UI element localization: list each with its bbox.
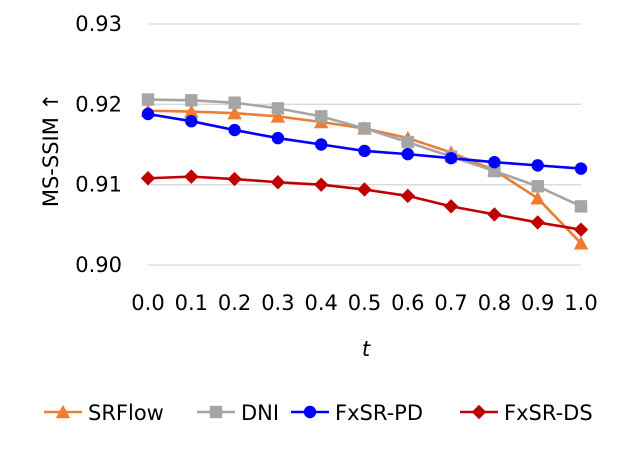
- legend-item-srflow: SRFlow: [44, 401, 164, 425]
- legend-label: DNI: [241, 401, 279, 425]
- data-point-fxsr-pd: [271, 131, 285, 145]
- x-tick-label: 0.4: [304, 291, 337, 315]
- data-point-fxsr-pd: [228, 123, 241, 137]
- x-tick-label: 0.3: [261, 291, 294, 315]
- data-point-fxsr-pd: [401, 147, 414, 161]
- legend: SRFlow DNI FxSR-PD FxSR-DS: [44, 401, 593, 425]
- data-point-fxsr-ds: [400, 188, 415, 204]
- data-point-fxsr-pd: [185, 115, 198, 128]
- x-tick-label: 0.0: [131, 291, 164, 315]
- legend-label: FxSR-DS: [504, 401, 593, 425]
- series: [140, 93, 589, 250]
- x-tick-label: 0.2: [218, 291, 251, 315]
- x-tick-label: 0.5: [348, 291, 381, 315]
- data-point-dni: [185, 94, 198, 107]
- data-point-fxsr-pd: [315, 138, 328, 151]
- data-point-fxsr-pd: [358, 144, 371, 158]
- y-tick-label: 0.91: [75, 173, 122, 197]
- x-tick-label: 0.7: [434, 291, 467, 315]
- legend-label: FxSR-PD: [335, 401, 423, 425]
- data-point-srflow: [530, 191, 545, 205]
- data-point-fxsr-pd: [488, 155, 501, 169]
- legend-marker: [209, 405, 223, 419]
- data-point-srflow: [573, 236, 589, 250]
- x-tick-label: 0.6: [391, 291, 424, 315]
- x-axis-ticks: 0.0 0.1 0.2 0.3 0.4 0.5 0.6 0.7 0.8 0.9 1.0: [131, 291, 597, 315]
- data-point-fxsr-ds: [443, 199, 459, 214]
- data-point-fxsr-ds: [357, 182, 372, 197]
- data-point-fxsr-ds: [487, 207, 502, 222]
- data-point-fxsr-pd: [574, 162, 588, 175]
- legend-marker: [55, 404, 71, 419]
- data-point-fxsr-pd: [141, 107, 155, 121]
- data-point-fxsr-ds: [270, 175, 286, 190]
- data-point-dni: [358, 122, 371, 135]
- x-tick-label: 0.8: [478, 291, 511, 315]
- data-point-fxsr-ds: [573, 222, 589, 237]
- series-fxsr-pd: [141, 107, 588, 175]
- data-point-dni: [401, 135, 414, 149]
- legend-marker: [303, 405, 317, 419]
- data-point-fxsr-pd: [531, 159, 544, 172]
- data-point-dni: [315, 110, 328, 123]
- data-point-dni: [488, 164, 501, 178]
- data-point-dni: [531, 180, 544, 193]
- y-tick-label: 0.92: [75, 92, 122, 116]
- y-axis-title: MS-SSIM ↑: [39, 93, 63, 207]
- data-point-fxsr-ds: [140, 171, 156, 186]
- gridlines: [148, 23, 581, 266]
- x-axis-title: t: [362, 337, 371, 361]
- x-tick-label: 0.1: [175, 291, 208, 315]
- legend-item-fxsr-pd: FxSR-PD: [291, 401, 423, 425]
- legend-label: SRFlow: [88, 401, 164, 425]
- y-tick-label: 0.90: [75, 253, 122, 277]
- x-tick-label: 1.0: [564, 291, 597, 315]
- data-point-dni: [141, 93, 155, 106]
- series-fxsr-ds: [140, 169, 589, 237]
- y-tick-label: 0.93: [75, 12, 122, 36]
- data-point-dni: [271, 102, 285, 115]
- data-point-dni: [574, 200, 588, 213]
- legend-item-dni: DNI: [197, 401, 279, 425]
- data-point-srflow: [270, 109, 286, 123]
- legend-item-fxsr-ds: FxSR-DS: [460, 401, 593, 425]
- data-point-fxsr-pd: [444, 151, 458, 165]
- y-axis-ticks: 0.90 0.91 0.92 0.93: [75, 12, 122, 277]
- data-point-fxsr-ds: [530, 215, 545, 230]
- legend-marker: [471, 404, 487, 420]
- data-point-fxsr-ds: [184, 169, 199, 184]
- data-point-fxsr-ds: [227, 171, 242, 187]
- data-point-dni: [228, 96, 241, 109]
- data-point-fxsr-ds: [314, 177, 329, 192]
- data-point-srflow: [227, 105, 242, 120]
- data-point-srflow: [184, 104, 199, 118]
- x-tick-label: 0.9: [521, 291, 554, 315]
